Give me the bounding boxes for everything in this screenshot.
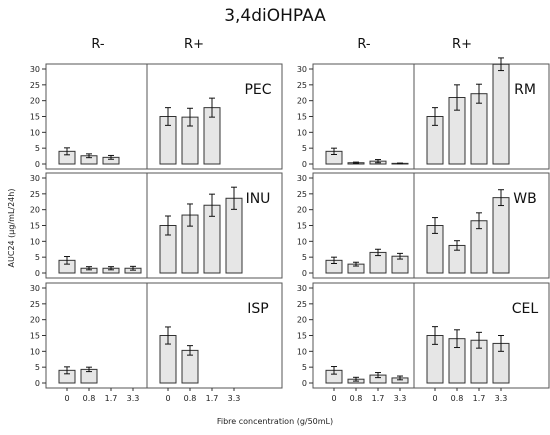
y-tick-label: 15 — [297, 113, 307, 122]
y-tick-label: 10 — [297, 237, 307, 246]
x-tick-label: 1.7 — [105, 394, 118, 403]
y-tick-label: 0 — [302, 160, 307, 169]
y-tick-label: 5 — [35, 253, 40, 262]
y-tick-label: 15 — [30, 113, 40, 122]
y-tick-label: 30 — [297, 284, 307, 293]
x-tick-label: 3.3 — [127, 394, 140, 403]
x-axis-label: Fibre concentration (g/50mL) — [217, 417, 333, 426]
x-tick-label: 0.8 — [451, 394, 464, 403]
y-tick-label: 10 — [30, 237, 40, 246]
y-tick-label: 15 — [297, 222, 307, 231]
y-tick-label: 25 — [297, 300, 307, 309]
y-tick-label: 5 — [302, 253, 307, 262]
x-tick-label: 3.3 — [228, 394, 241, 403]
x-tick-label: 3.3 — [394, 394, 407, 403]
y-tick-label: 0 — [302, 379, 307, 388]
panel-label: ISP — [247, 301, 268, 317]
panel-label: INU — [246, 191, 271, 207]
bar — [492, 63, 510, 165]
y-tick-label: 15 — [30, 332, 40, 341]
y-tick-label: 25 — [297, 81, 307, 90]
y-axis-label: AUC24 (µg/mL/24h) — [7, 189, 16, 268]
y-tick-label: 10 — [30, 347, 40, 356]
panel-pec: 0 5 10 15 20 25 30 PEC — [30, 63, 283, 170]
y-tick-label: 20 — [297, 206, 307, 215]
y-tick-label: 30 — [30, 174, 40, 183]
y-tick-label: 0 — [35, 160, 40, 169]
x-tick-label: 0.8 — [350, 394, 363, 403]
panel-inu: 0 5 10 15 20 25 30 INU — [30, 172, 283, 279]
y-tick-label: 0 — [35, 379, 40, 388]
y-tick-label: 25 — [30, 81, 40, 90]
x-tick-label: 0.8 — [83, 394, 96, 403]
x-tick-label: 0.8 — [184, 394, 197, 403]
y-tick-label: 25 — [30, 190, 40, 199]
x-tick-label: 0 — [64, 394, 69, 403]
column-header-right-r-minus: R- — [357, 37, 371, 52]
y-tick-label: 30 — [30, 65, 40, 74]
x-tick-label: 0 — [432, 394, 437, 403]
y-tick-label: 5 — [35, 363, 40, 372]
y-tick-label: 10 — [297, 128, 307, 137]
bar — [470, 93, 488, 165]
panel-label: CEL — [512, 301, 539, 317]
y-tick-label: 15 — [30, 222, 40, 231]
x-tick-label: 0 — [331, 394, 336, 403]
plot-area: 0 5 10 15 20 25 30 PEC 0 5 10 15 20 25 30 INU 0 5 10 15 20 25… — [30, 57, 550, 403]
y-tick-label: 30 — [297, 174, 307, 183]
bar — [492, 197, 510, 274]
x-tick-label: 1.7 — [372, 394, 385, 403]
y-tick-label: 20 — [297, 97, 307, 106]
y-tick-label: 20 — [30, 206, 40, 215]
y-tick-label: 5 — [302, 144, 307, 153]
y-tick-label: 20 — [30, 97, 40, 106]
y-tick-label: 0 — [35, 269, 40, 278]
y-tick-label: 15 — [297, 332, 307, 341]
y-tick-label: 30 — [30, 284, 40, 293]
y-tick-label: 5 — [302, 363, 307, 372]
chart-title: 3,4diOHPAA — [224, 6, 326, 26]
y-tick-label: 25 — [297, 190, 307, 199]
panel-label: PEC — [244, 82, 271, 98]
y-tick-label: 5 — [35, 144, 40, 153]
y-tick-label: 20 — [297, 316, 307, 325]
panel-isp: 0 5 10 15 20 25 30 ISP 0 0.8 1.7 3.3 0 0.8 1.7 3.3 — [30, 282, 283, 403]
panel-label: WB — [513, 191, 536, 207]
y-tick-label: 10 — [30, 128, 40, 137]
x-tick-label: 0 — [165, 394, 170, 403]
panel-cel: 0 5 10 15 20 25 30 CEL 0 0.8 1.7 3.3 0 0.8 1.7 3.3 — [297, 282, 550, 403]
x-tick-label: 3.3 — [495, 394, 508, 403]
column-header-right-r-plus: R+ — [452, 37, 472, 52]
panel-rm: 0 5 10 15 20 25 30 RM — [297, 57, 550, 170]
x-tick-label: 1.7 — [473, 394, 486, 403]
y-tick-label: 10 — [297, 347, 307, 356]
y-tick-label: 25 — [30, 300, 40, 309]
column-header-left-r-plus: R+ — [184, 37, 204, 52]
y-tick-label: 0 — [302, 269, 307, 278]
x-tick-label: 1.7 — [206, 394, 219, 403]
column-header-left-r-minus: R- — [91, 37, 105, 52]
y-tick-label: 20 — [30, 316, 40, 325]
y-tick-label: 30 — [297, 65, 307, 74]
panel-wb: 0 5 10 15 20 25 30 WB — [297, 172, 550, 279]
panel-label: RM — [514, 82, 536, 98]
